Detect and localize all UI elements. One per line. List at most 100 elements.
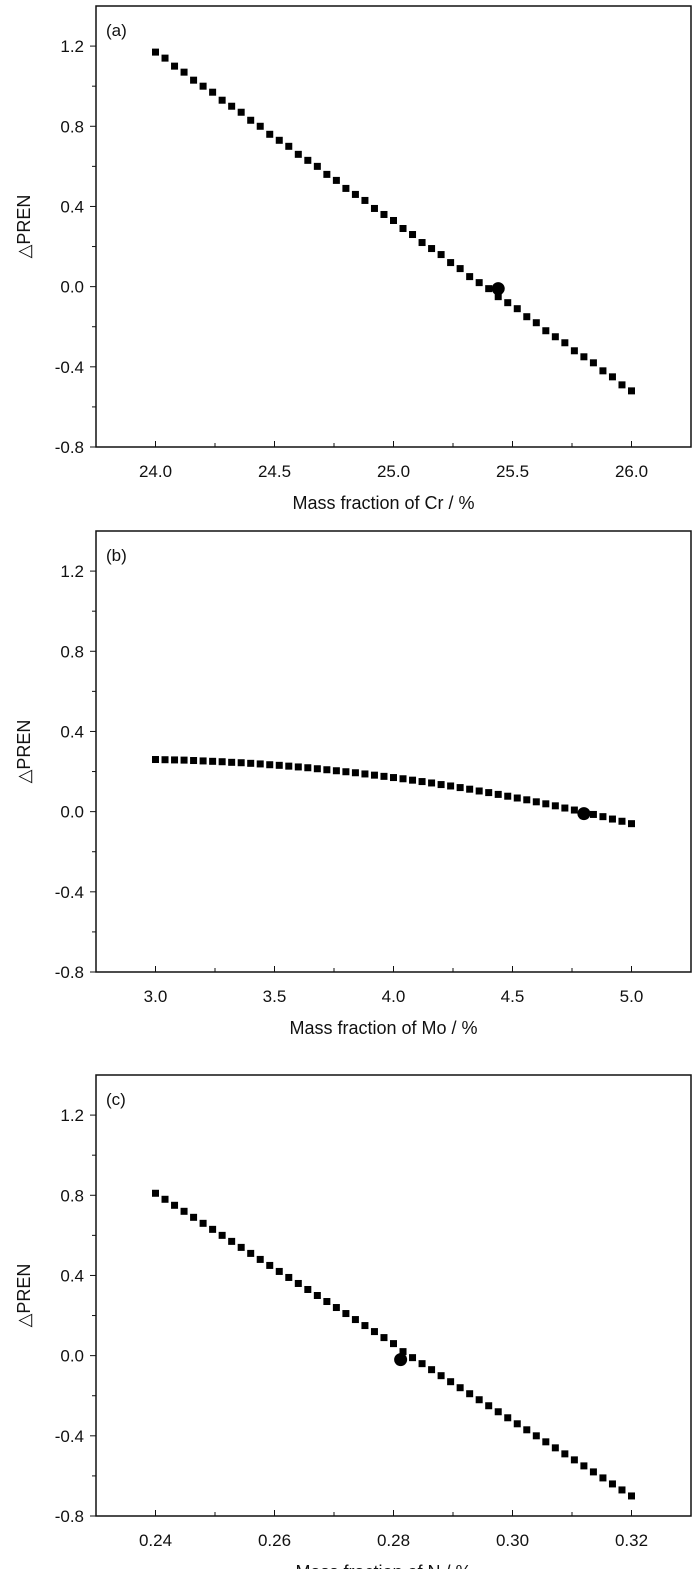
data-point [266, 761, 274, 769]
y-tick-label: -0.8 [55, 438, 84, 457]
x-tick-label: 0.32 [615, 1531, 648, 1550]
data-point [218, 96, 226, 104]
data-point [209, 88, 217, 96]
panel-label: (b) [106, 546, 127, 565]
data-point [589, 359, 597, 367]
data-point [256, 122, 264, 130]
data-point [190, 757, 198, 765]
data-point [618, 817, 626, 825]
data-point [409, 231, 417, 239]
x-tick-label: 4.0 [382, 987, 406, 1006]
data-point [466, 273, 474, 281]
data-point [589, 810, 597, 818]
data-point [323, 766, 331, 774]
data-point [199, 82, 207, 90]
data-point [180, 68, 188, 76]
data-point [409, 1354, 417, 1362]
plot-frame [95, 530, 692, 973]
data-point [475, 787, 483, 795]
data-point [608, 373, 616, 381]
data-point [542, 327, 550, 335]
data-point [409, 776, 417, 784]
data-point [247, 759, 255, 767]
data-point [561, 804, 569, 812]
data-point [190, 76, 198, 84]
data-point [485, 789, 493, 797]
data-point [437, 781, 445, 789]
data-point [332, 176, 340, 184]
data-point [580, 353, 588, 361]
data-point [370, 204, 378, 212]
data-point [485, 285, 493, 293]
data-point [370, 1328, 378, 1336]
data-point [275, 136, 283, 144]
y-tick-label: -0.4 [55, 883, 84, 902]
data-point [380, 772, 388, 780]
data-point [570, 806, 578, 814]
y-tick-label: 0.8 [60, 117, 84, 136]
data-point [380, 1334, 388, 1342]
plot-frame [95, 1074, 692, 1517]
data-point [475, 279, 483, 287]
data-point [428, 779, 436, 787]
data-point [237, 108, 245, 116]
x-tick-label: 3.0 [144, 987, 168, 1006]
data-point [599, 1474, 607, 1482]
data-point [294, 763, 302, 771]
data-point [152, 1189, 159, 1197]
zero-point-marker [394, 1353, 408, 1367]
data-point [532, 319, 540, 327]
data-point [323, 1298, 331, 1306]
data-point [342, 768, 350, 776]
data-point [456, 1384, 464, 1392]
chart-panel-b: -0.8 -0.4 0.0 0.4 0.8 1.2 3.0 3.5 4.0 4.5 5.0 Mass … [14, 530, 692, 1038]
data-point [532, 1432, 540, 1440]
y-tick-label: 0.4 [60, 1266, 84, 1285]
data-point [399, 775, 407, 783]
data-point [304, 156, 312, 164]
data-point [580, 1462, 588, 1470]
x-tick-label: 0.30 [496, 1531, 529, 1550]
data-point [351, 190, 359, 198]
data-point [447, 259, 455, 267]
data-point [513, 794, 521, 802]
y-tick-label: 0.4 [60, 722, 84, 741]
data-point [294, 1279, 302, 1287]
data-point [180, 756, 188, 764]
data-point [437, 251, 445, 259]
data-point [628, 1492, 635, 1500]
data-point [332, 767, 340, 775]
y-tick-label: -0.4 [55, 1427, 84, 1446]
data-point [161, 756, 169, 764]
data-point [351, 769, 359, 777]
data-point [313, 162, 321, 170]
data-point [504, 1414, 512, 1422]
zero-point-marker [491, 282, 505, 296]
data-point [152, 48, 159, 56]
data-point [199, 757, 207, 765]
data-point [218, 758, 226, 766]
y-tick-label: -0.4 [55, 358, 84, 377]
panel-label: (c) [106, 1090, 126, 1109]
data-point [513, 1420, 521, 1428]
x-tick-label: 26.0 [615, 462, 648, 481]
x-tick-label: 3.5 [263, 987, 287, 1006]
data-point [475, 1396, 483, 1404]
data-point [304, 1285, 312, 1293]
y-tick-label: 0.0 [60, 803, 84, 822]
data-point [171, 756, 179, 764]
data-point [370, 771, 378, 779]
data-point [428, 1366, 436, 1374]
data-point [447, 1378, 455, 1386]
data-point [504, 792, 512, 800]
x-tick-label: 25.0 [377, 462, 410, 481]
data-point [494, 1408, 502, 1416]
data-point [523, 796, 531, 804]
data-point [494, 790, 502, 798]
x-tick-label: 0.24 [139, 1531, 172, 1550]
data-point [456, 265, 464, 273]
data-point [294, 150, 302, 158]
data-point [228, 102, 236, 110]
y-tick-label: 0.0 [60, 1347, 84, 1366]
